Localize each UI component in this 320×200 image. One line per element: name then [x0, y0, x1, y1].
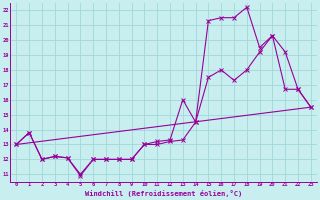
- X-axis label: Windchill (Refroidissement éolien,°C): Windchill (Refroidissement éolien,°C): [85, 190, 242, 197]
